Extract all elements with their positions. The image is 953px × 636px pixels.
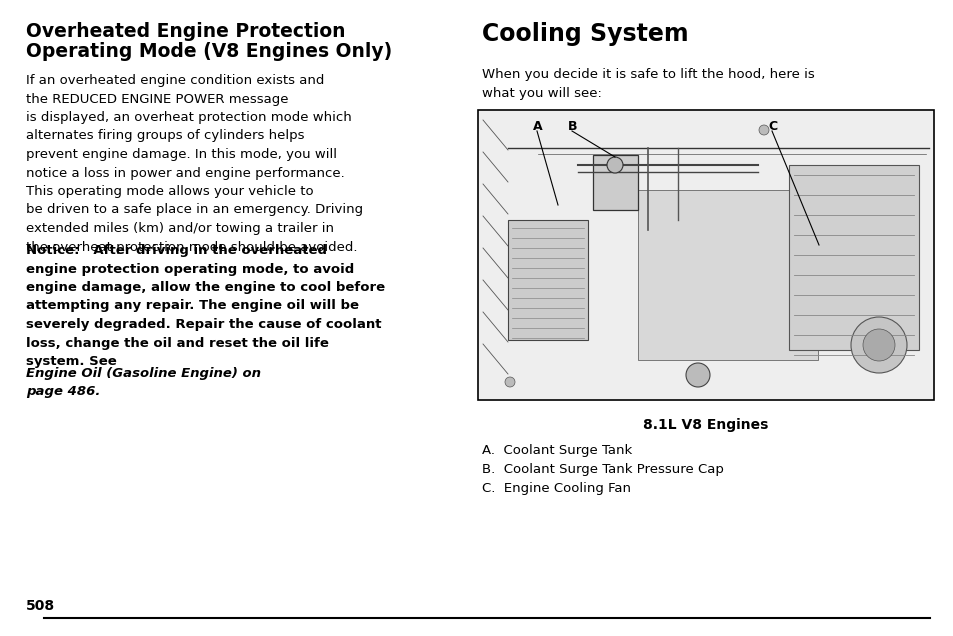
Circle shape [850, 317, 906, 373]
Bar [477, 110, 933, 400]
Text: C: C [767, 120, 777, 133]
Text: A.  Coolant Surge Tank: A. Coolant Surge Tank [481, 444, 632, 457]
Text: Operating Mode (V8 Engines Only): Operating Mode (V8 Engines Only) [26, 42, 392, 61]
Bar [788, 165, 918, 350]
Bar [593, 155, 638, 210]
Circle shape [862, 329, 894, 361]
Text: If an overheated engine condition exists and
the REDUCED ENGINE POWER message
is: If an overheated engine condition exists… [26, 74, 363, 254]
Circle shape [685, 363, 709, 387]
Text: Engine Oil (Gasoline Engine) on
page 486.: Engine Oil (Gasoline Engine) on page 486… [26, 367, 261, 398]
Circle shape [759, 125, 768, 135]
Text: When you decide it is safe to lift the hood, here is
what you will see:: When you decide it is safe to lift the h… [481, 68, 814, 99]
Text: 508: 508 [26, 599, 55, 613]
Bar [638, 190, 817, 360]
Text: B: B [567, 120, 577, 133]
Text: A: A [533, 120, 542, 133]
Circle shape [504, 377, 515, 387]
Text: 8.1L V8 Engines: 8.1L V8 Engines [642, 418, 768, 432]
Circle shape [606, 157, 622, 173]
Bar [507, 220, 587, 340]
Text: B.  Coolant Surge Tank Pressure Cap: B. Coolant Surge Tank Pressure Cap [481, 463, 723, 476]
Text: C.  Engine Cooling Fan: C. Engine Cooling Fan [481, 482, 630, 495]
Bar [478, 111, 932, 399]
Text: Notice:   After driving in the overheated
engine protection operating mode, to a: Notice: After driving in the overheated … [26, 244, 385, 368]
Text: Overheated Engine Protection: Overheated Engine Protection [26, 22, 345, 41]
Text: Cooling System: Cooling System [481, 22, 688, 46]
